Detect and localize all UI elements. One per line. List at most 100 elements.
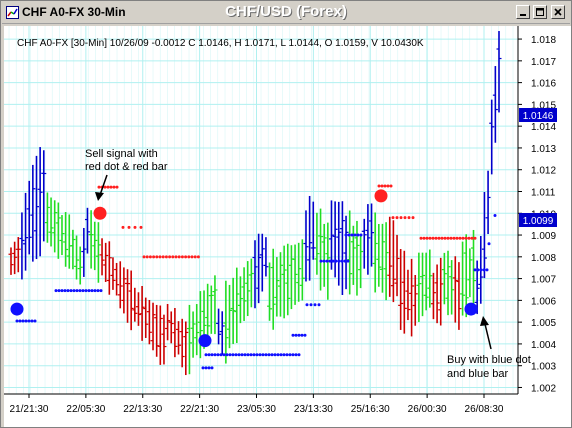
stop-dot [479,268,483,272]
stop-dot [171,255,175,259]
stop-dot [297,333,301,337]
stop-dot [219,353,223,357]
stop-dot [437,236,441,240]
stop-dot [243,353,247,357]
stop-dot [246,353,250,357]
buy-signal-dot [464,302,478,316]
x-tick-label: 22/05:30 [66,404,105,415]
minimize-button[interactable] [516,5,530,19]
stop-dot [377,184,381,188]
stop-dot [18,319,22,323]
stop-dot [431,236,435,240]
stop-dot [395,216,399,220]
stop-dot [87,289,91,293]
stop-dot [177,255,181,259]
stop-dot [231,353,235,357]
x-tick-label: 26/00:30 [408,404,447,415]
x-tick-label: 25/16:30 [351,404,390,415]
stop-dot [216,353,220,357]
x-axis: 21/21:30 22/05:30 22/13:30 22/21:30 23/05:30… [10,394,504,415]
stop-dot [328,259,332,263]
stop-dot [443,236,447,240]
stop-dot [455,236,459,240]
title-bar[interactable]: CHF A0-FX 30-Min CHF/USD (Forex) [2,2,570,24]
stop-dot [425,236,429,240]
stop-dot [317,303,321,307]
stop-dot [294,353,298,357]
stop-dot [273,353,277,357]
stop-dot [204,353,208,357]
stop-dot [225,353,229,357]
price-label-1-text: 1.0146 [523,111,554,122]
sell-annotation-line-1: Sell signal with [85,148,158,160]
stop-dot [350,233,354,237]
stop-dot [297,353,301,357]
y-tick-label: 1.009 [531,231,556,242]
stop-dot [99,289,103,293]
stop-dot [470,236,474,240]
stop-dot [180,255,184,259]
y-axis-area [518,26,571,394]
stop-dot [255,353,259,357]
stop-dot [428,236,432,240]
chart-window-icon[interactable] [6,6,19,19]
stop-dot [207,366,211,370]
stop-dot [391,216,395,220]
buy-annotation-line-1: Buy with blue dot [447,354,531,366]
stop-dot [190,255,194,259]
info-line: CHF A0-FX [30-Min] 10/26/09 -0.0012 C 1.… [17,38,424,49]
x-axis-area [4,394,571,427]
stop-dot [158,255,162,259]
buy-annotation: Buy with blue dot and blue bar [447,316,531,380]
stop-dot [112,185,116,189]
stop-dot [325,259,329,263]
minimize-icon [520,14,526,16]
stop-dot [103,185,107,189]
buy-arrow-icon [480,316,489,326]
y-tick-label: 1.013 [531,144,556,155]
x-tick-label: 22/21:30 [180,404,219,415]
stop-dot [66,289,70,293]
stop-dot [184,255,188,259]
y-tick-label: 1.014 [531,122,556,133]
close-button[interactable] [551,5,565,19]
stop-dot [54,289,58,293]
stop-dot [446,236,450,240]
stop-dot [309,303,313,307]
stop-dot [228,353,232,357]
maximize-button[interactable] [533,5,547,19]
price-bars [8,31,502,376]
stop-dot [353,233,357,237]
stop-dot [305,303,309,307]
stop-dot [464,236,468,240]
x-tick-label: 22/13:30 [123,404,162,415]
stop-dot [399,216,403,220]
stop-dot [164,255,168,259]
stop-dot [270,353,274,357]
stop-dot [419,236,423,240]
sell-annotation-line-2: red dot & red bar [85,161,168,173]
stop-dot [201,366,205,370]
stop-dot [222,353,226,357]
stop-dot [264,353,268,357]
stop-dot [389,184,393,188]
stop-dot [252,353,256,357]
stop-dot [482,268,486,272]
stop-dot [27,319,31,323]
stop-dot [72,289,76,293]
stop-dot [60,289,64,293]
price-chart[interactable]: 1.018 1.017 1.016 1.015 1.014 1.013 1.012 1.011… [1,23,571,427]
buy-signal-dot [10,302,24,316]
stop-dot [106,185,110,189]
stop-dot [485,268,489,272]
price-label-1: 1.0146 [519,108,557,122]
signal-dots [10,184,497,370]
stop-dot [294,333,298,337]
stop-dot [155,255,159,259]
stop-dot [145,255,149,259]
stop-dot [473,268,477,272]
stop-dot [97,185,101,189]
stop-dot [161,255,165,259]
stop-dot [210,366,214,370]
